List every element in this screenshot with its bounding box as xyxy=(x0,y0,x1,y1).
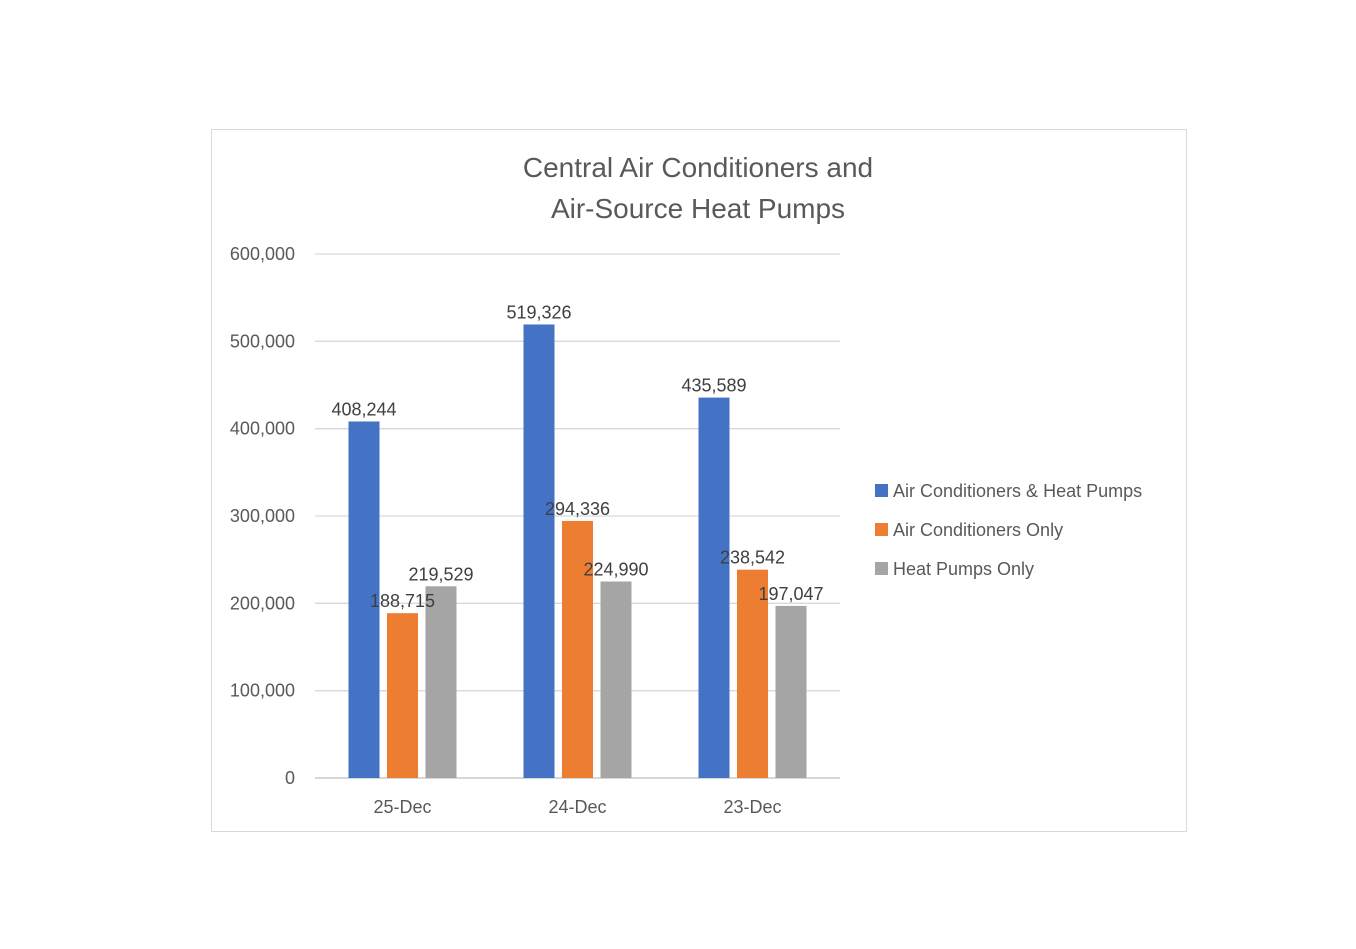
bar xyxy=(737,569,768,778)
y-tick-label: 300,000 xyxy=(230,506,295,526)
data-label: 188,715 xyxy=(370,591,435,611)
x-tick-label: 25-Dec xyxy=(373,797,431,817)
bar xyxy=(387,613,418,778)
x-tick-label: 24-Dec xyxy=(548,797,606,817)
y-tick-label: 0 xyxy=(285,768,295,788)
y-tick-label: 500,000 xyxy=(230,331,295,351)
data-label: 435,589 xyxy=(681,376,746,396)
data-label: 408,244 xyxy=(331,399,396,419)
data-label: 224,990 xyxy=(583,560,648,580)
data-label: 294,336 xyxy=(545,499,610,519)
y-tick-label: 100,000 xyxy=(230,681,295,701)
x-tick-label: 23-Dec xyxy=(723,797,781,817)
legend-swatch xyxy=(875,523,888,536)
bar xyxy=(348,421,380,778)
chart-title-line-1: Central Air Conditioners and xyxy=(523,152,873,183)
legend-label: Heat Pumps Only xyxy=(893,559,1034,579)
bar xyxy=(775,605,807,778)
bar xyxy=(523,324,555,778)
bar xyxy=(600,581,632,778)
chart-title-line-2: Air-Source Heat Pumps xyxy=(551,193,845,224)
bar xyxy=(562,520,593,778)
data-label: 238,542 xyxy=(720,548,785,568)
y-tick-label: 200,000 xyxy=(230,593,295,613)
legend-label: Air Conditioners Only xyxy=(893,520,1063,540)
legend-label: Air Conditioners & Heat Pumps xyxy=(893,481,1142,501)
bar xyxy=(425,586,457,778)
y-tick-label: 400,000 xyxy=(230,419,295,439)
data-label: 519,326 xyxy=(506,302,571,322)
bar xyxy=(698,397,730,778)
legend-swatch xyxy=(875,484,888,497)
y-tick-label: 600,000 xyxy=(230,244,295,264)
legend-swatch xyxy=(875,562,888,575)
data-label: 197,047 xyxy=(758,584,823,604)
data-label: 219,529 xyxy=(408,564,473,584)
